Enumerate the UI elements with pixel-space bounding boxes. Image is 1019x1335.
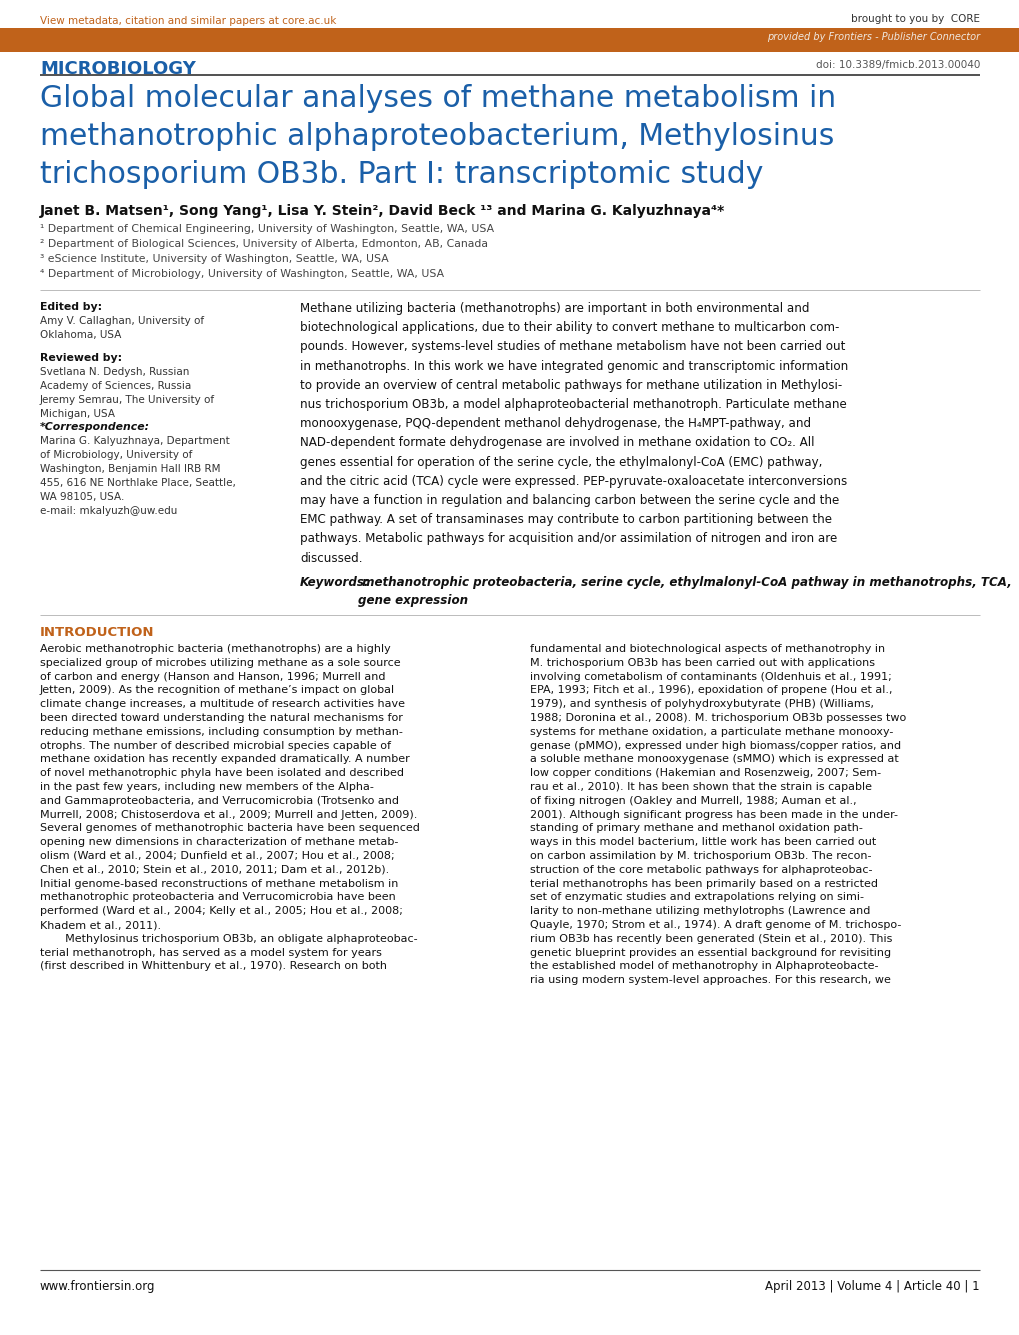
Bar (0, 28, 1019, 52)
Text: genase (pMMO), expressed under high biomass/copper ratios, and: genase (pMMO), expressed under high biom… (530, 741, 900, 750)
Text: www.frontiersin.org: www.frontiersin.org (40, 1280, 155, 1294)
Text: 1988; Doronina et al., 2008). M. trichosporium OB3b possesses two: 1988; Doronina et al., 2008). M. trichos… (530, 713, 905, 724)
Text: performed (Ward et al., 2004; Kelly et al., 2005; Hou et al., 2008;: performed (Ward et al., 2004; Kelly et a… (40, 906, 403, 916)
Text: terial methanotrophs has been primarily based on a restricted: terial methanotrophs has been primarily … (530, 878, 877, 889)
Text: reducing methane emissions, including consumption by methan-: reducing methane emissions, including co… (40, 726, 403, 737)
Text: low copper conditions (Hakemian and Rosenzweig, 2007; Sem-: low copper conditions (Hakemian and Rose… (530, 768, 880, 778)
Text: Global molecular analyses of methane metabolism in: Global molecular analyses of methane met… (40, 84, 836, 113)
Text: systems for methane oxidation, a particulate methane monooxy-: systems for methane oxidation, a particu… (530, 726, 893, 737)
Text: standing of primary methane and methanol oxidation path-: standing of primary methane and methanol… (530, 824, 862, 833)
Text: ria using modern system-level approaches. For this research, we: ria using modern system-level approaches… (530, 975, 890, 985)
Text: terial methanotroph, has served as a model system for years: terial methanotroph, has served as a mod… (40, 948, 381, 957)
Text: Janet B. Matsen¹, Song Yang¹, Lisa Y. Stein², David Beck ¹³ and Marina G. Kalyuz: Janet B. Matsen¹, Song Yang¹, Lisa Y. St… (40, 204, 725, 218)
Text: genetic blueprint provides an essential background for revisiting: genetic blueprint provides an essential … (530, 948, 891, 957)
Text: doi: 10.3389/fmicb.2013.00040: doi: 10.3389/fmicb.2013.00040 (815, 60, 979, 69)
Text: Murrell, 2008; Chistoserdova et al., 2009; Murrell and Jetten, 2009).: Murrell, 2008; Chistoserdova et al., 200… (40, 809, 417, 820)
Text: Marina G. Kalyuzhnaya, Department
of Microbiology, University of
Washington, Ben: Marina G. Kalyuzhnaya, Department of Mic… (40, 437, 235, 517)
Text: Initial genome-based reconstructions of methane metabolism in: Initial genome-based reconstructions of … (40, 878, 398, 889)
Text: methanotrophic proteobacteria and Verrucomicrobia have been: methanotrophic proteobacteria and Verruc… (40, 892, 395, 902)
Text: in the past few years, including new members of the Alpha-: in the past few years, including new mem… (40, 782, 374, 792)
Text: ⁴ Department of Microbiology, University of Washington, Seattle, WA, USA: ⁴ Department of Microbiology, University… (40, 268, 443, 279)
Text: rau et al., 2010). It has been shown that the strain is capable: rau et al., 2010). It has been shown tha… (530, 782, 871, 792)
Text: olism (Ward et al., 2004; Dunfield et al., 2007; Hou et al., 2008;: olism (Ward et al., 2004; Dunfield et al… (40, 850, 394, 861)
Text: of novel methanotrophic phyla have been isolated and described: of novel methanotrophic phyla have been … (40, 768, 404, 778)
Text: a soluble methane monooxygenase (sMMO) which is expressed at: a soluble methane monooxygenase (sMMO) w… (530, 754, 898, 765)
Text: larity to non-methane utilizing methylotrophs (Lawrence and: larity to non-methane utilizing methylot… (530, 906, 869, 916)
Text: Edited by:: Edited by: (40, 302, 102, 312)
Text: ³ eScience Institute, University of Washington, Seattle, WA, USA: ³ eScience Institute, University of Wash… (40, 254, 388, 264)
Text: Quayle, 1970; Strom et al., 1974). A draft genome of M. trichospo-: Quayle, 1970; Strom et al., 1974). A dra… (530, 920, 901, 930)
Text: Khadem et al., 2011).: Khadem et al., 2011). (40, 920, 161, 930)
Text: set of enzymatic studies and extrapolations relying on simi-: set of enzymatic studies and extrapolati… (530, 892, 863, 902)
Text: Amy V. Callaghan, University of
Oklahoma, USA: Amy V. Callaghan, University of Oklahoma… (40, 316, 204, 340)
Text: otrophs. The number of described microbial species capable of: otrophs. The number of described microbi… (40, 741, 390, 750)
Text: 1979), and synthesis of polyhydroxybutyrate (PHB) (Williams,: 1979), and synthesis of polyhydroxybutyr… (530, 700, 873, 709)
Text: ¹ Department of Chemical Engineering, University of Washington, Seattle, WA, USA: ¹ Department of Chemical Engineering, Un… (40, 224, 493, 234)
Text: *Correspondence:: *Correspondence: (40, 422, 150, 433)
Text: rium OB3b has recently been generated (Stein et al., 2010). This: rium OB3b has recently been generated (S… (530, 933, 892, 944)
Text: (first described in Whittenbury et al., 1970). Research on both: (first described in Whittenbury et al., … (40, 961, 386, 972)
Text: Several genomes of methanotrophic bacteria have been sequenced: Several genomes of methanotrophic bacter… (40, 824, 420, 833)
Text: methanotrophic alphaproteobacterium, Methylosinus: methanotrophic alphaproteobacterium, Met… (40, 121, 834, 151)
Text: EPA, 1993; Fitch et al., 1996), epoxidation of propene (Hou et al.,: EPA, 1993; Fitch et al., 1996), epoxidat… (530, 685, 892, 696)
Text: methane oxidation has recently expanded dramatically. A number: methane oxidation has recently expanded … (40, 754, 410, 765)
Text: Aerobic methanotrophic bacteria (methanotrophs) are a highly: Aerobic methanotrophic bacteria (methano… (40, 643, 390, 654)
Text: methanotrophic proteobacteria, serine cycle, ethylmalonyl-CoA pathway in methano: methanotrophic proteobacteria, serine cy… (358, 575, 1011, 607)
Text: of fixing nitrogen (Oakley and Murrell, 1988; Auman et al.,: of fixing nitrogen (Oakley and Murrell, … (530, 796, 856, 806)
Text: trichosporium OB3b. Part I: transcriptomic study: trichosporium OB3b. Part I: transcriptom… (40, 160, 762, 190)
Text: M. trichosporium OB3b has been carried out with applications: M. trichosporium OB3b has been carried o… (530, 658, 874, 668)
Text: fundamental and biotechnological aspects of methanotrophy in: fundamental and biotechnological aspects… (530, 643, 884, 654)
Text: specialized group of microbes utilizing methane as a sole source: specialized group of microbes utilizing … (40, 658, 400, 668)
Text: INTRODUCTION: INTRODUCTION (40, 626, 154, 639)
Text: April 2013 | Volume 4 | Article 40 | 1: April 2013 | Volume 4 | Article 40 | 1 (764, 1280, 979, 1294)
Text: climate change increases, a multitude of research activities have: climate change increases, a multitude of… (40, 700, 405, 709)
Text: on carbon assimilation by M. trichosporium OB3b. The recon-: on carbon assimilation by M. trichospori… (530, 850, 870, 861)
Text: Svetlana N. Dedysh, Russian
Academy of Sciences, Russia
Jeremy Semrau, The Unive: Svetlana N. Dedysh, Russian Academy of S… (40, 367, 215, 419)
Text: ² Department of Biological Sciences, University of Alberta, Edmonton, AB, Canada: ² Department of Biological Sciences, Uni… (40, 239, 487, 250)
Text: Chen et al., 2010; Stein et al., 2010, 2011; Dam et al., 2012b).: Chen et al., 2010; Stein et al., 2010, 2… (40, 865, 389, 874)
Text: Keywords:: Keywords: (300, 575, 370, 589)
Text: involving cometabolism of contaminants (Oldenhuis et al., 1991;: involving cometabolism of contaminants (… (530, 672, 891, 682)
Text: brought to you by  CORE: brought to you by CORE (850, 13, 979, 24)
Text: and Gammaproteobacteria, and Verrucomicrobia (Trotsenko and: and Gammaproteobacteria, and Verrucomicr… (40, 796, 398, 806)
Text: View metadata, citation and similar papers at core.ac.uk: View metadata, citation and similar pape… (40, 16, 336, 25)
Text: MICROBIOLOGY: MICROBIOLOGY (40, 60, 196, 77)
Text: struction of the core metabolic pathways for alphaproteobac-: struction of the core metabolic pathways… (530, 865, 871, 874)
Text: the established model of methanotrophy in Alphaproteobacte-: the established model of methanotrophy i… (530, 961, 877, 972)
Text: Methane utilizing bacteria (methanotrophs) are important in both environmental a: Methane utilizing bacteria (methanotroph… (300, 302, 848, 565)
Text: Methylosinus trichosporium OB3b, an obligate alphaproteobac-: Methylosinus trichosporium OB3b, an obli… (40, 933, 417, 944)
Text: Jetten, 2009). As the recognition of methane’s impact on global: Jetten, 2009). As the recognition of met… (40, 685, 394, 696)
Text: ways in this model bacterium, little work has been carried out: ways in this model bacterium, little wor… (530, 837, 875, 848)
Text: been directed toward understanding the natural mechanisms for: been directed toward understanding the n… (40, 713, 403, 724)
Text: 2001). Although significant progress has been made in the under-: 2001). Although significant progress has… (530, 809, 897, 820)
Text: opening new dimensions in characterization of methane metab-: opening new dimensions in characterizati… (40, 837, 398, 848)
Text: of carbon and energy (Hanson and Hanson, 1996; Murrell and: of carbon and energy (Hanson and Hanson,… (40, 672, 385, 682)
Text: Reviewed by:: Reviewed by: (40, 352, 122, 363)
Text: provided by Frontiers - Publisher Connector: provided by Frontiers - Publisher Connec… (766, 32, 979, 41)
